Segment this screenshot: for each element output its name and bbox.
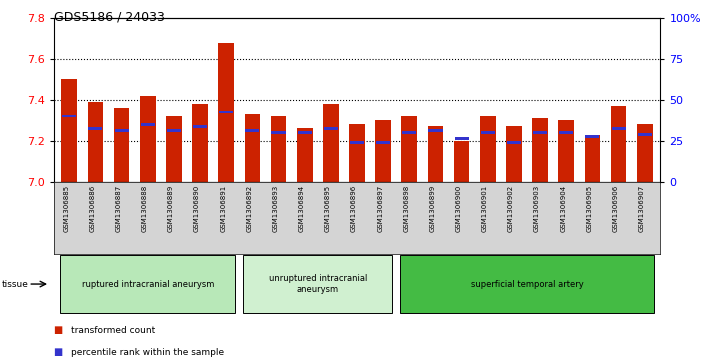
Text: GSM1306898: GSM1306898: [403, 184, 409, 232]
Bar: [246, 129, 259, 132]
FancyBboxPatch shape: [243, 255, 392, 313]
Bar: [480, 116, 496, 182]
Bar: [610, 106, 626, 182]
Text: GSM1306885: GSM1306885: [64, 184, 69, 232]
Text: GSM1306891: GSM1306891: [220, 184, 226, 232]
Bar: [298, 131, 312, 134]
Text: GSM1306887: GSM1306887: [116, 184, 121, 232]
Bar: [140, 96, 156, 182]
Text: GDS5186 / 24033: GDS5186 / 24033: [54, 11, 164, 24]
Text: GSM1306899: GSM1306899: [430, 184, 436, 232]
Bar: [166, 116, 182, 182]
Bar: [88, 102, 104, 182]
Text: GSM1306905: GSM1306905: [586, 184, 593, 232]
Bar: [114, 108, 129, 182]
Text: transformed count: transformed count: [71, 326, 156, 335]
Text: GSM1306895: GSM1306895: [325, 184, 331, 232]
Text: GSM1306901: GSM1306901: [482, 184, 488, 232]
Bar: [271, 131, 286, 134]
Bar: [558, 120, 574, 182]
Bar: [323, 104, 338, 182]
Bar: [638, 133, 652, 136]
Text: percentile rank within the sample: percentile rank within the sample: [71, 348, 224, 356]
Bar: [428, 129, 443, 132]
Bar: [219, 111, 233, 113]
Text: ■: ■: [54, 347, 63, 357]
FancyBboxPatch shape: [400, 255, 654, 313]
Text: ■: ■: [54, 325, 63, 335]
Bar: [193, 125, 207, 128]
Bar: [297, 129, 313, 182]
Bar: [507, 141, 521, 144]
Bar: [218, 43, 234, 182]
Text: GSM1306888: GSM1306888: [141, 184, 148, 232]
Text: GSM1306889: GSM1306889: [168, 184, 174, 232]
Bar: [167, 129, 181, 132]
Bar: [323, 127, 338, 130]
Bar: [89, 127, 103, 130]
Bar: [402, 131, 416, 134]
Bar: [506, 126, 522, 182]
Text: GSM1306893: GSM1306893: [273, 184, 278, 232]
Bar: [428, 126, 443, 182]
Bar: [192, 104, 208, 182]
Bar: [455, 137, 468, 140]
Text: unruptured intracranial
aneurysm: unruptured intracranial aneurysm: [268, 274, 367, 294]
Bar: [585, 135, 600, 138]
Bar: [350, 141, 364, 144]
Bar: [61, 79, 77, 182]
Bar: [454, 140, 470, 182]
Text: GSM1306900: GSM1306900: [456, 184, 462, 232]
Text: GSM1306906: GSM1306906: [613, 184, 618, 232]
Text: tissue: tissue: [1, 280, 29, 289]
Bar: [637, 124, 653, 182]
Text: GSM1306904: GSM1306904: [560, 184, 566, 232]
Text: GSM1306902: GSM1306902: [508, 184, 514, 232]
Bar: [376, 141, 391, 144]
Bar: [533, 131, 547, 134]
Bar: [559, 131, 573, 134]
Text: ruptured intracranial aneurysm: ruptured intracranial aneurysm: [81, 280, 214, 289]
Bar: [585, 135, 600, 182]
Text: GSM1306903: GSM1306903: [534, 184, 540, 232]
Bar: [532, 118, 548, 182]
Bar: [141, 123, 155, 126]
Text: GSM1306892: GSM1306892: [246, 184, 252, 232]
Text: GSM1306886: GSM1306886: [89, 184, 96, 232]
Bar: [62, 115, 76, 118]
Bar: [401, 116, 417, 182]
Bar: [114, 129, 129, 132]
Text: GSM1306907: GSM1306907: [639, 184, 645, 232]
Bar: [376, 120, 391, 182]
Text: GSM1306897: GSM1306897: [377, 184, 383, 232]
Bar: [611, 127, 625, 130]
FancyBboxPatch shape: [60, 255, 236, 313]
Text: GSM1306890: GSM1306890: [194, 184, 200, 232]
Bar: [244, 114, 260, 182]
Text: GSM1306894: GSM1306894: [298, 184, 305, 232]
Bar: [271, 116, 286, 182]
Text: superficial temporal artery: superficial temporal artery: [471, 280, 583, 289]
Text: GSM1306896: GSM1306896: [351, 184, 357, 232]
Bar: [481, 131, 495, 134]
Bar: [349, 124, 365, 182]
